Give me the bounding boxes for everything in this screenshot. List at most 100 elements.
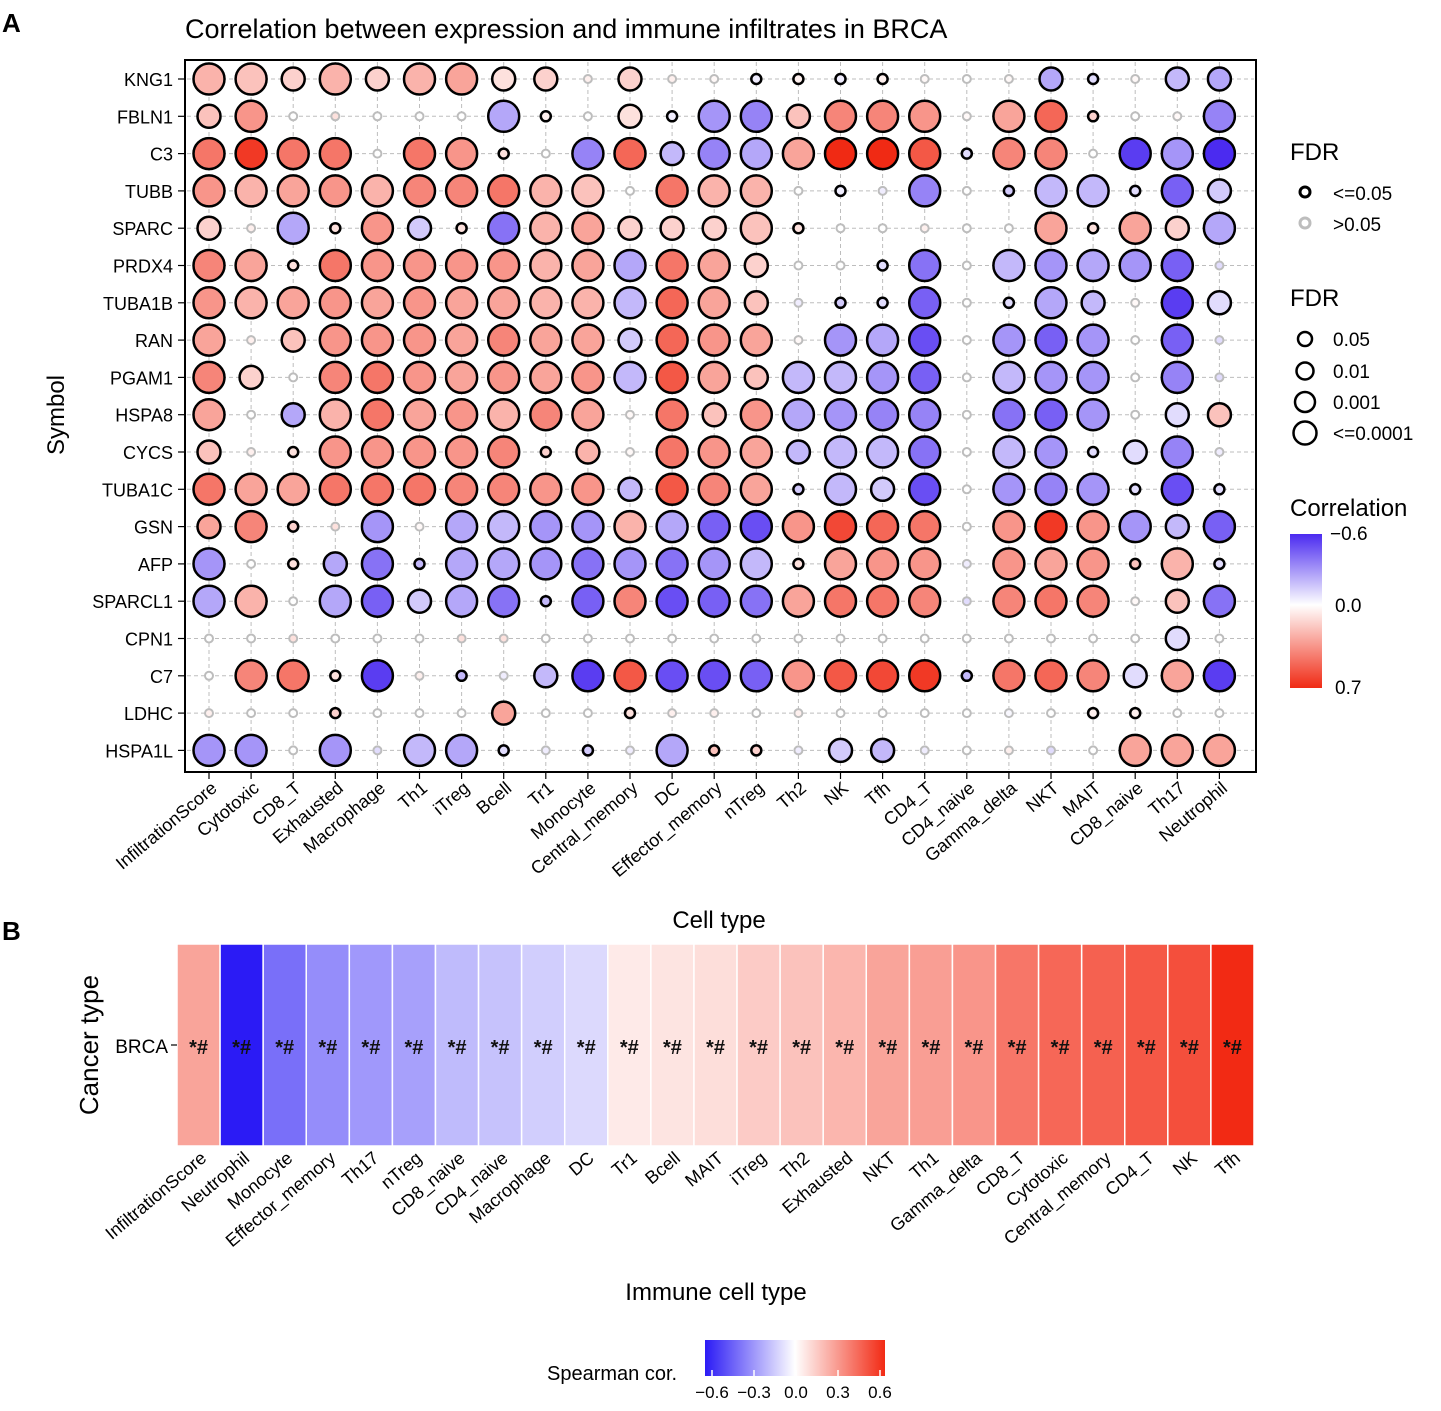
heatmap-x-tick-label: MAIT bbox=[681, 1148, 727, 1191]
bubble-FBLN1-Monocyte bbox=[582, 111, 593, 122]
bubble-TUBB-Effector_memory bbox=[697, 174, 731, 208]
bubble-PRDX4-CD4_naive bbox=[961, 260, 972, 271]
bubble-TUBA1B-Tr1 bbox=[529, 286, 563, 320]
bubble-C7-Tr1 bbox=[533, 663, 559, 689]
bubble-C7-Cytotoxic bbox=[234, 659, 268, 693]
bubble-FBLN1-Cytotoxic bbox=[234, 99, 268, 134]
bubble-HSPA8-iTreg bbox=[444, 397, 479, 432]
bubble-CPN1-Tr1 bbox=[540, 633, 551, 644]
legend-label-nonsignificant: >0.05 bbox=[1333, 215, 1381, 236]
bubble-GSN-Tr1 bbox=[529, 509, 563, 544]
bubble-FBLN1-Neutrophil bbox=[1202, 99, 1237, 134]
bubble-CPN1-MAIT bbox=[1088, 633, 1099, 644]
bubble-GSN-Bcell bbox=[486, 509, 521, 544]
bubble-TUBB-nTreg bbox=[739, 174, 774, 208]
bubble-HSPA8-CD8_T bbox=[280, 401, 306, 428]
bubble-AFP-Th17 bbox=[1160, 547, 1195, 581]
bubble-HSPA8-Th1 bbox=[402, 397, 437, 432]
heatmap-x-tick-label: Th17 bbox=[338, 1148, 382, 1190]
bubble-AFP-CD8_naive bbox=[1128, 557, 1142, 571]
bubble-FBLN1-InfiltrationScore bbox=[196, 103, 222, 130]
y-tick-label: TUBA1C bbox=[102, 480, 173, 500]
bubble-CPN1-iTreg bbox=[456, 633, 467, 644]
bubble-FBLN1-NK bbox=[823, 99, 858, 134]
bubble-CPN1-Th1 bbox=[414, 633, 425, 644]
bubble-TUBA1B-NK bbox=[834, 296, 847, 310]
heatmap-cell-label: *# bbox=[706, 1037, 725, 1059]
bubble-KNG1-Gamma_delta bbox=[1003, 74, 1014, 84]
bubble-C7-DC bbox=[655, 659, 689, 693]
bubble-SPARC-iTreg bbox=[455, 221, 468, 235]
bubble-LDHC-Bcell bbox=[490, 700, 517, 726]
bubble-SPARCL1-Central_memory bbox=[613, 584, 647, 618]
bubble-HSPA8-NK bbox=[823, 397, 858, 432]
bubble-TUBA1C-DC bbox=[655, 472, 689, 507]
bubble-KNG1-Th1 bbox=[402, 62, 437, 96]
bubble-SPARC-Tfh bbox=[877, 223, 888, 234]
bubble-HSPA8-Effector_memory bbox=[701, 401, 727, 428]
heatmap-cell-DC bbox=[563, 943, 609, 1147]
bubble-RAN-Gamma_delta bbox=[992, 323, 1026, 357]
y-axis-title: Symbol bbox=[43, 375, 70, 455]
bubble-AFP-Th2 bbox=[792, 557, 805, 571]
bubble-SPARCL1-NKT bbox=[1034, 584, 1068, 618]
bubble-C7-NKT bbox=[1034, 659, 1068, 693]
bubble-C3-Exhausted bbox=[318, 136, 353, 171]
heatmap-cell-CD4_naive bbox=[477, 943, 523, 1147]
bubble-GSN-NK bbox=[823, 509, 858, 544]
bubble-PRDX4-InfiltrationScore bbox=[192, 248, 226, 283]
heatmap-cell-Monocyte bbox=[262, 943, 307, 1147]
bubble-TUBA1B-Macrophage bbox=[360, 286, 395, 320]
bubble-PRDX4-Th2 bbox=[793, 260, 804, 271]
heatmap-legend-tick-label: −0.3 bbox=[737, 1383, 771, 1402]
bubble-KNG1-Tfh bbox=[876, 72, 889, 86]
bubble-FBLN1-Tfh bbox=[865, 99, 900, 134]
heatmap-cell-NKT bbox=[865, 943, 911, 1147]
bubble-C7-CD8_naive bbox=[1122, 663, 1148, 689]
bubble-GSN-Th1 bbox=[414, 521, 425, 532]
bubble-CPN1-CD8_naive bbox=[1130, 633, 1141, 644]
heatmap-cell-label: *# bbox=[1137, 1037, 1156, 1059]
bubble-KNG1-CD4_T bbox=[919, 74, 930, 84]
heatmap-x-axis-title: Immune cell type bbox=[625, 1279, 806, 1306]
bubble-KNG1-Central_memory bbox=[617, 66, 643, 92]
bubble-KNG1-Neutrophil bbox=[1206, 66, 1233, 92]
heatmap-cell-label: *# bbox=[965, 1037, 984, 1059]
bubble-C7-NK bbox=[823, 659, 858, 693]
bubble-LDHC-NK bbox=[835, 708, 846, 719]
bubble-SPARC-Th17 bbox=[1164, 215, 1191, 241]
bubble-RAN-CD4_T bbox=[907, 323, 942, 357]
bubble-C3-Tfh bbox=[865, 136, 900, 171]
bubble-AFP-Neutrophil bbox=[1213, 557, 1226, 571]
bubble-LDHC-Effector_memory bbox=[709, 708, 720, 719]
bubble-GSN-nTreg bbox=[739, 509, 774, 544]
bubble-FBLN1-CD8_T bbox=[288, 111, 299, 122]
bubble-AFP-InfiltrationScore bbox=[192, 547, 226, 581]
bubble-C3-NK bbox=[823, 136, 858, 171]
bubble-SPARC-Th2 bbox=[792, 221, 805, 235]
bubble-C7-Central_memory bbox=[613, 659, 647, 693]
bubble-PRDX4-Bcell bbox=[486, 248, 521, 283]
bubble-C7-Monocyte bbox=[571, 659, 605, 693]
bubble-TUBB-Monocyte bbox=[571, 174, 605, 208]
bubble-CYCS-Th17 bbox=[1160, 435, 1195, 469]
heatmap-colorbar bbox=[705, 1340, 885, 1376]
chart-title: Correlation between expression and immun… bbox=[185, 14, 947, 44]
bubble-GSN-CD4_naive bbox=[961, 521, 972, 532]
bubble-GSN-InfiltrationScore bbox=[196, 513, 222, 540]
bubble-HSPA8-Macrophage bbox=[360, 397, 395, 432]
plot-frame bbox=[184, 59, 1257, 773]
bubble-AFP-CD4_T bbox=[907, 547, 942, 581]
bubble-C3-Effector_memory bbox=[697, 136, 731, 171]
heatmap-cell-NK bbox=[1167, 943, 1212, 1147]
y-tick-label: TUBB bbox=[125, 182, 173, 202]
bubble-TUBA1B-MAIT bbox=[1080, 290, 1106, 316]
legend-size-3-label: 0.001 bbox=[1333, 393, 1381, 414]
bubble-CPN1-Th17 bbox=[1164, 625, 1191, 652]
bubble-C7-Gamma_delta bbox=[992, 659, 1026, 693]
bubble-TUBA1B-CD8_naive bbox=[1130, 297, 1141, 308]
bubble-PGAM1-iTreg bbox=[444, 360, 479, 395]
bubble-HSPA8-Gamma_delta bbox=[992, 397, 1026, 432]
bubble-AFP-Gamma_delta bbox=[992, 547, 1026, 581]
legend-size-4-label: <=0.0001 bbox=[1333, 424, 1413, 445]
